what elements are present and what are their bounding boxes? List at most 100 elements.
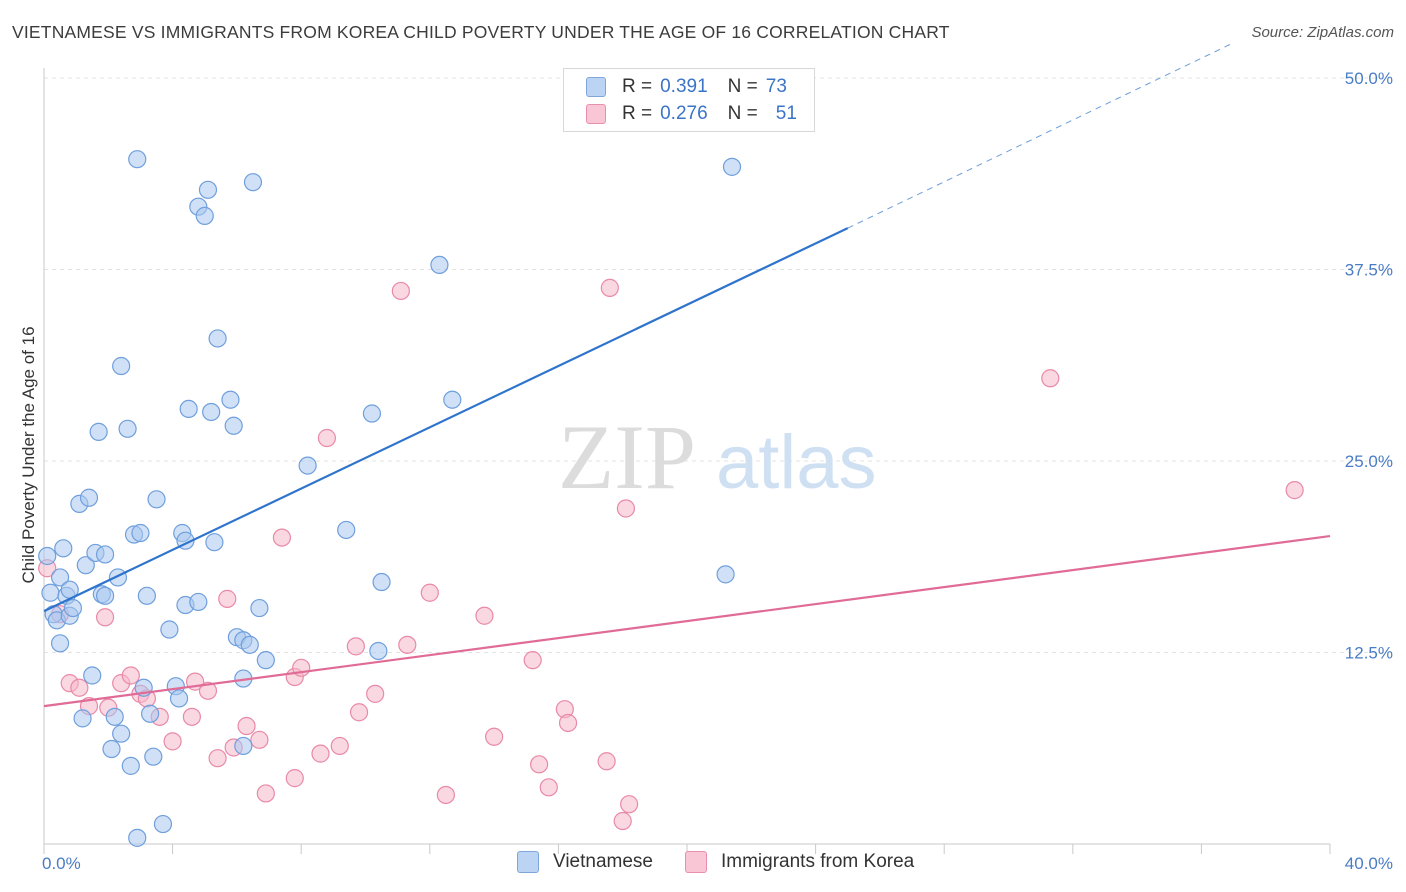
vietnamese-point [50,634,70,653]
korea-point [121,666,140,685]
korea-point [346,637,365,656]
legend-r-label: R = [622,76,653,97]
korea-point [398,635,417,654]
vietnamese-point [95,545,115,564]
korea-point [208,749,227,768]
vietnamese-point [73,709,92,728]
korea-point [420,583,439,602]
korea-point [317,428,337,448]
vietnamese-point [369,641,388,661]
vietnamese-point [95,586,115,605]
vietnamese-point [41,583,60,602]
korea-point [366,684,385,703]
vietnamese-point [372,572,391,592]
vietnamese-point [224,416,243,435]
legend-swatch-pink [685,851,707,873]
vietnamese-point [76,556,95,575]
korea-point [485,727,504,746]
legend-label-vietnamese: Vietnamese [553,851,653,872]
korea-point [1285,481,1304,500]
legend-row-korea: R = 0.276 N = 51 [586,101,797,127]
korea-point [272,528,292,547]
y-tick-label: 25.0% [1345,452,1393,471]
vietnamese-point [118,419,137,438]
chart-title: VIETNAMESE VS IMMIGRANTS FROM KOREA CHIL… [12,22,950,42]
vietnamese-point [243,173,263,192]
legend-row-vietnamese: R = 0.391 N = 73 [586,74,787,100]
korea-point [620,795,639,814]
korea-point [523,651,542,670]
korea-point [475,606,494,625]
vietnamese-trend-extension [847,42,1234,229]
vietnamese-point [240,635,259,654]
korea-point [311,744,330,763]
vietnamese-point [54,539,73,558]
series-legend: Vietnamese Immigrants from Korea [0,851,1406,877]
vietnamese-point [179,399,198,419]
tick-labels: 12.5% 25.0% 37.5% 50.0% 0.0% 40.0% [42,69,1393,873]
vietnamese-point [137,586,156,605]
vietnamese-point [153,814,173,834]
vietnamese-point [131,523,150,543]
vietnamese-point [716,565,735,584]
vietnamese-point [208,329,227,348]
vietnamese-point [250,598,269,618]
vietnamese-point [79,488,99,507]
vietnamese-point [337,520,356,540]
legend-swatch-blue [517,851,539,873]
watermark-zip: ZIP [558,406,696,508]
legend-item-vietnamese[interactable]: Vietnamese [517,851,653,873]
legend-n-label: N = [727,103,758,124]
vietnamese-trend-line [43,227,849,613]
legend-item-korea[interactable]: Immigrants from Korea [685,851,914,873]
vietnamese-point [221,390,240,409]
korea-point [95,608,115,627]
korea-point [558,713,578,733]
korea-point [250,730,269,749]
korea-point [70,678,89,697]
vietnamese-point [198,180,218,199]
vietnamese-point [160,620,179,639]
korea-point [330,736,349,756]
gridlines [44,77,1395,653]
vietnamese-point [63,598,83,618]
korea-point [285,769,304,788]
vietnamese-point [169,689,189,708]
x-tick-label: 0.0% [42,854,81,873]
y-tick-label: 12.5% [1345,644,1393,663]
vietnamese-point [50,568,70,587]
korea-point [182,707,201,726]
korea-point [218,589,237,608]
correlation-legend: R = 0.391 N = 73 R = 0.276 N = 51 [563,68,815,132]
vietnamese-point [443,390,462,409]
vietnamese-point [144,747,163,766]
legend-swatch-blue [586,77,606,97]
vietnamese-point [362,404,382,423]
legend-n-value: 51 [775,103,797,124]
korea-trend-line [43,534,1331,708]
vietnamese-point [108,568,128,587]
y-tick-label: 50.0% [1345,69,1393,88]
korea-point [539,778,558,797]
vietnamese-point [147,490,166,509]
vietnamese-point [430,255,449,275]
source-label: Source: ZipAtlas.com [1251,24,1394,41]
korea-point [530,755,549,774]
y-tick-label: 37.5% [1345,261,1393,280]
vietnamese-point [189,592,208,612]
vietnamese-point [140,704,160,723]
vietnamese-point [38,546,57,566]
korea-point [349,703,369,722]
korea-point [1041,369,1060,388]
vietnamese-point [202,402,221,422]
vietnamese-point [121,756,140,775]
watermark-atlas: atlas [716,420,877,505]
korea-point [256,784,275,803]
vietnamese-point [128,828,147,847]
vietnamese-point [102,739,121,759]
legend-r-value: 0.391 [660,76,708,97]
x-tick-label: 40.0% [1345,854,1393,873]
vietnamese-point [722,157,742,176]
vietnamese-point [298,456,317,475]
